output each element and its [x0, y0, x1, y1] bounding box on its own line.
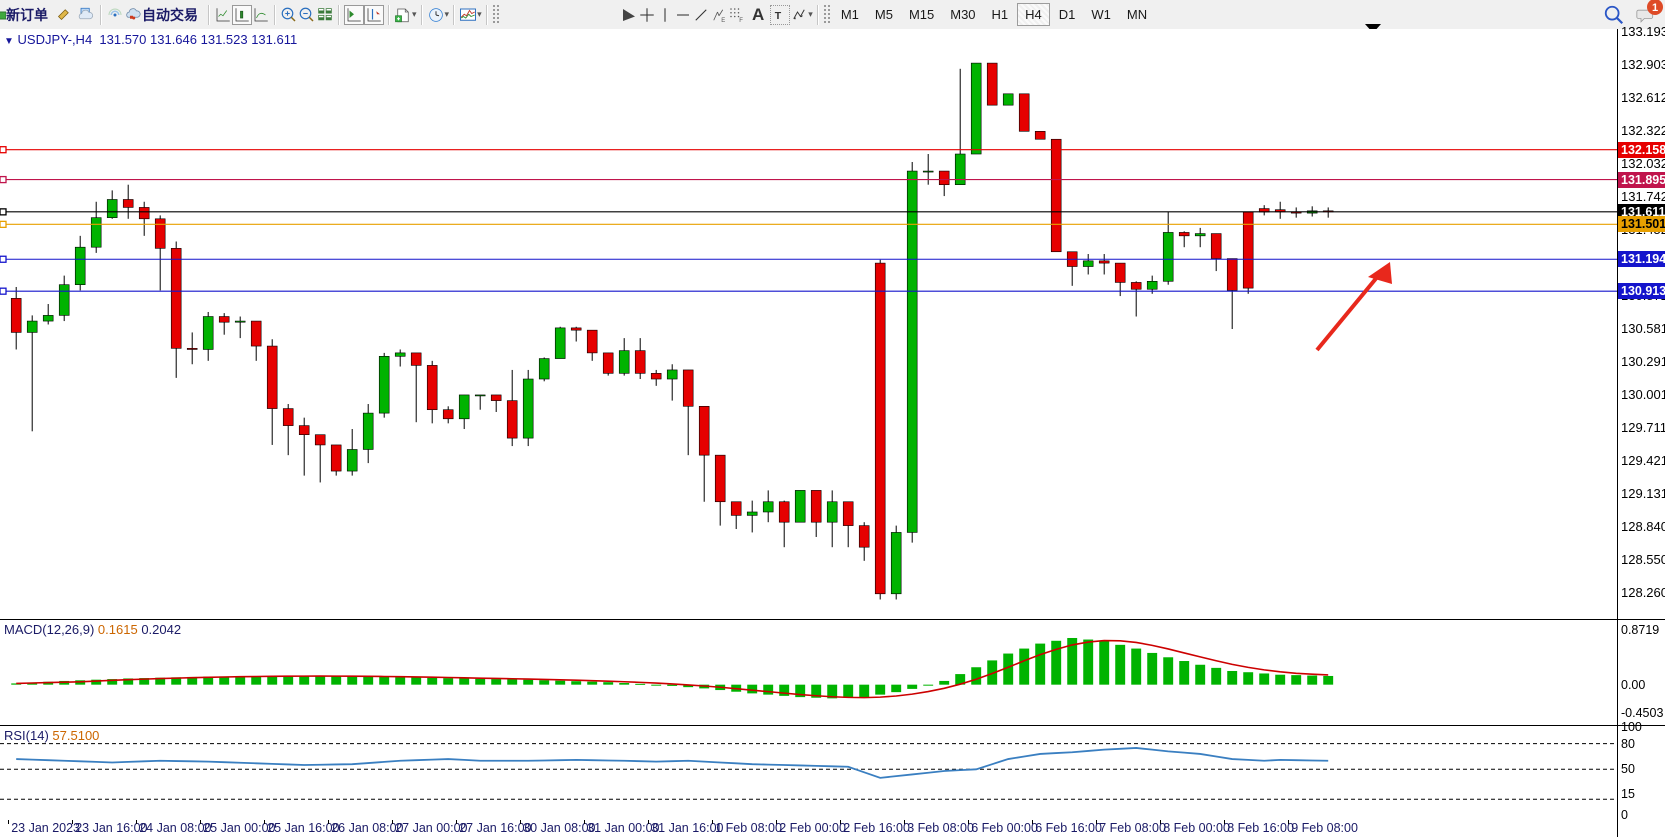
svg-text:1: 1 — [1652, 2, 1658, 14]
svg-text:T: T — [775, 9, 782, 21]
svg-text:E: E — [721, 17, 725, 23]
svg-text:F: F — [739, 17, 743, 23]
